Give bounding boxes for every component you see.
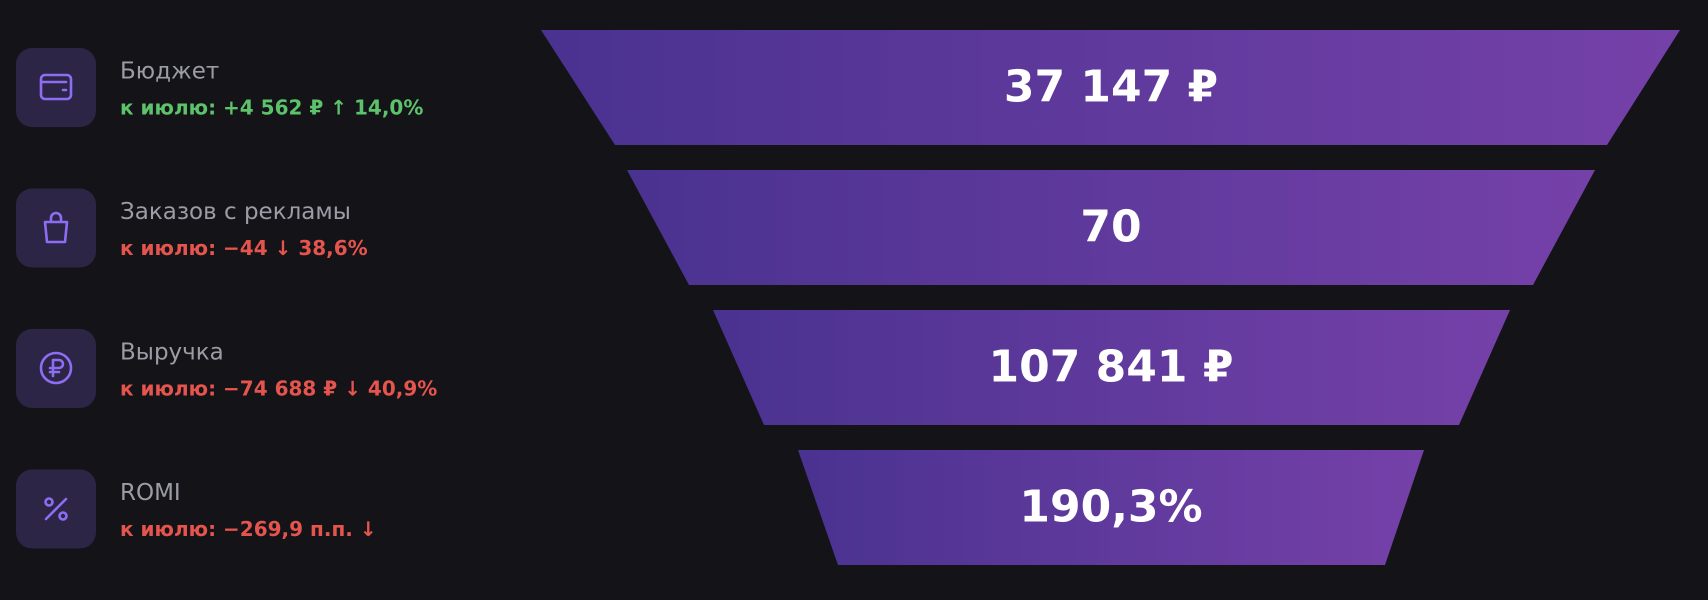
funnel-value: 37 147 ₽ <box>1004 62 1218 113</box>
ruble-icon <box>39 351 73 385</box>
metric-delta: к июлю: −44 ↓ 38,6% <box>120 236 368 260</box>
funnel-value: 107 841 ₽ <box>989 342 1234 393</box>
metric-delta: к июлю: +4 562 ₽ ↑ 14,0% <box>120 96 423 120</box>
metric-delta: к июлю: −74 688 ₽ ↓ 40,9% <box>120 377 437 401</box>
bag-icon <box>43 211 69 244</box>
funnel-value: 70 <box>1080 202 1141 253</box>
percent-icon <box>44 497 68 521</box>
funnel-value: 190,3% <box>1019 482 1202 533</box>
funnel-stage <box>627 170 1595 285</box>
metric-label: Заказов с рекламы <box>120 199 351 225</box>
metric-delta: к июлю: −269,9 п.п. ↓ <box>120 517 377 541</box>
wallet-icon <box>39 73 73 101</box>
icon-box <box>16 48 96 127</box>
icon-box <box>16 188 96 268</box>
metric-label: Бюджет <box>120 59 219 85</box>
metric-label: Выручка <box>120 340 224 366</box>
funnel-stage <box>798 450 1424 565</box>
metric-label: ROMI <box>120 480 181 506</box>
funnel-stage <box>713 310 1510 425</box>
funnel-stage <box>541 30 1680 145</box>
